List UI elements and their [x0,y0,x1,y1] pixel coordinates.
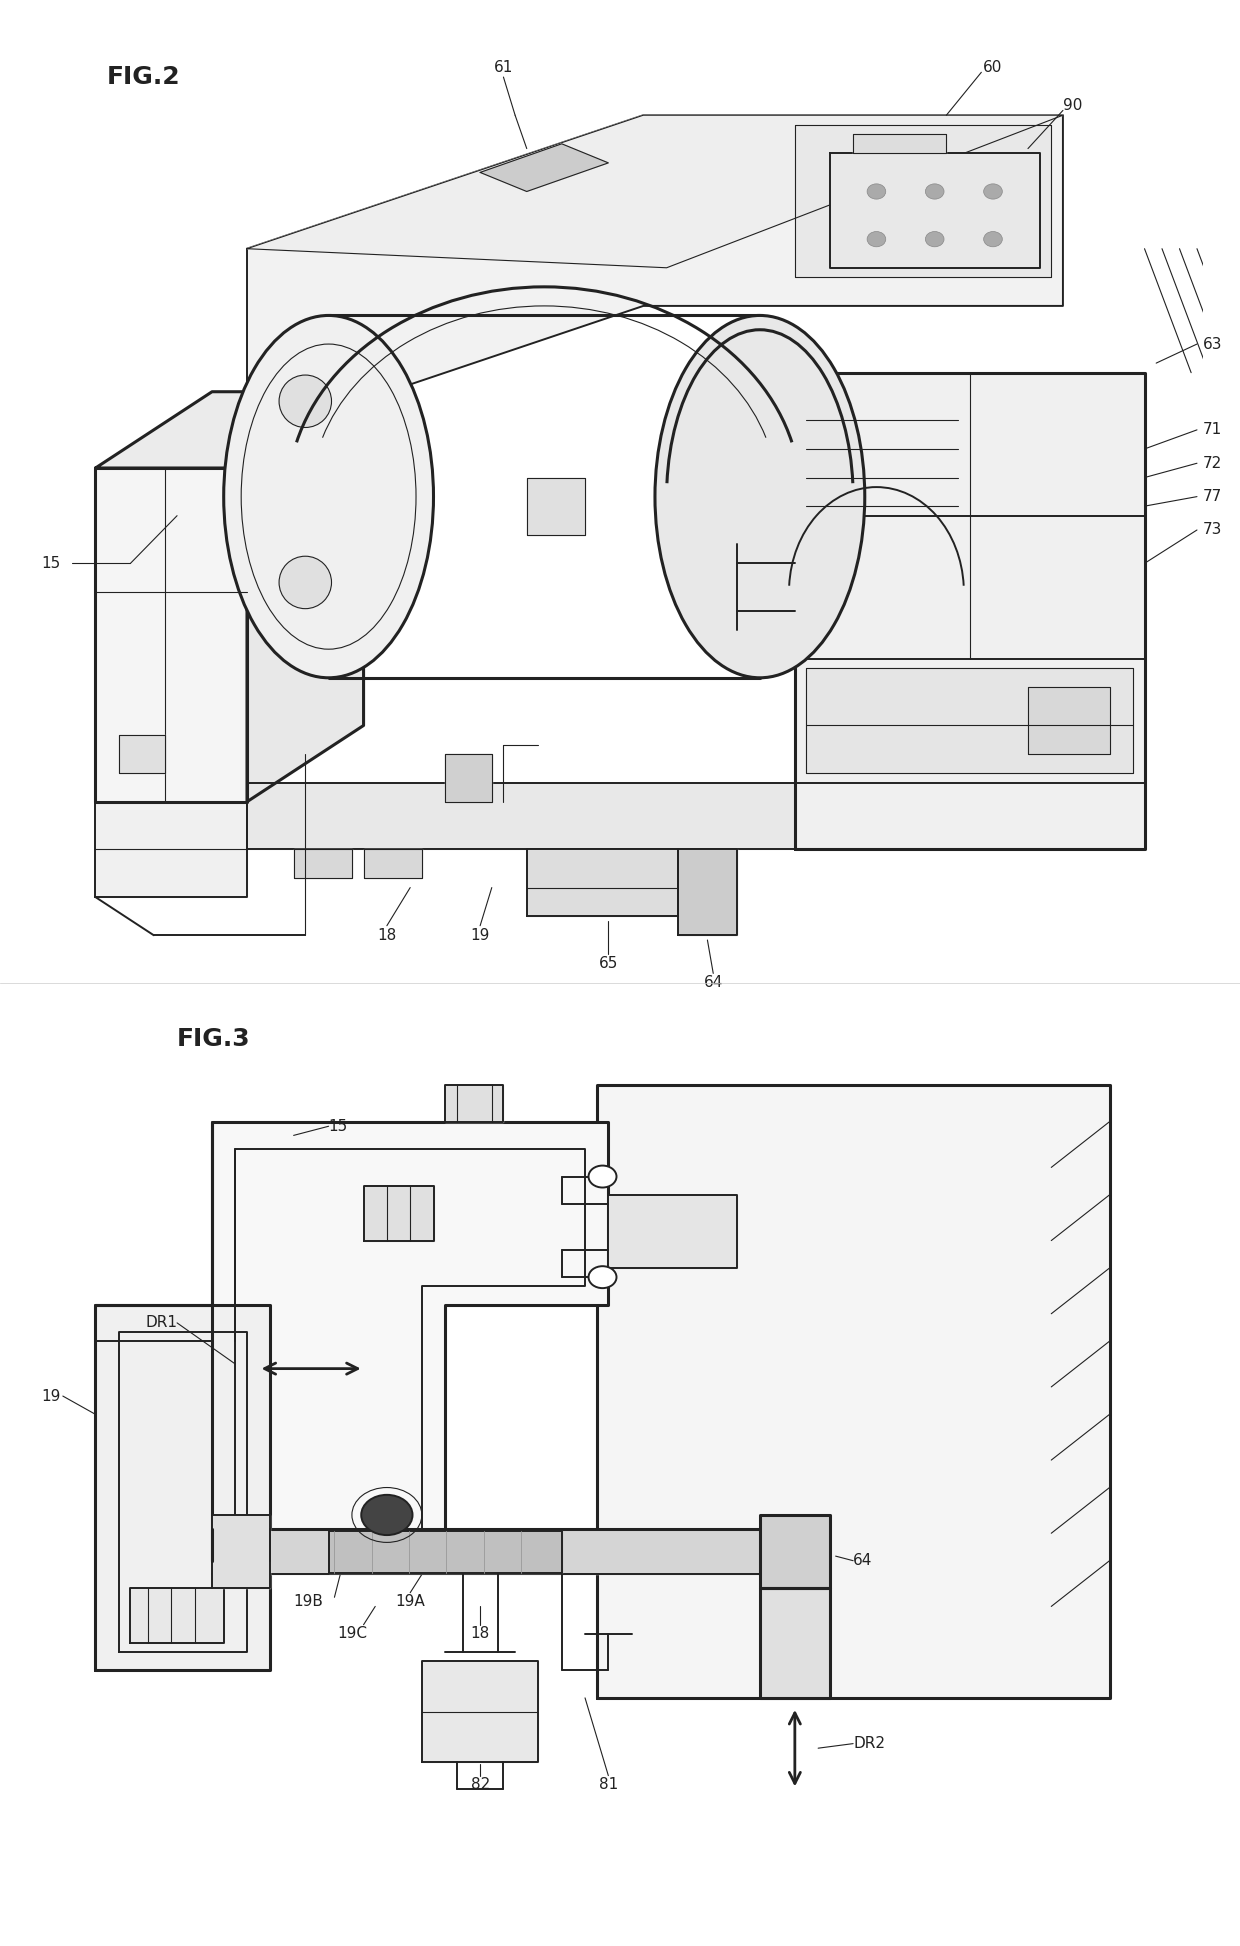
Polygon shape [596,1086,1110,1697]
Polygon shape [480,144,609,191]
Polygon shape [853,134,946,154]
Text: 63: 63 [1203,337,1223,352]
Text: 72: 72 [1203,455,1223,471]
Polygon shape [1028,687,1110,753]
Text: 73: 73 [1203,522,1223,537]
Circle shape [983,183,1002,198]
Text: 65: 65 [599,955,618,971]
Polygon shape [363,848,422,878]
Polygon shape [119,736,165,773]
Polygon shape [760,1588,830,1697]
Text: 64: 64 [703,975,723,991]
Ellipse shape [279,557,331,609]
Circle shape [867,183,885,198]
Ellipse shape [655,315,864,677]
Text: 61: 61 [494,60,513,76]
Ellipse shape [223,315,434,677]
Polygon shape [247,782,795,848]
Text: 19A: 19A [396,1594,425,1609]
Polygon shape [130,1588,223,1642]
Polygon shape [95,467,247,802]
Polygon shape [247,115,1063,440]
Ellipse shape [279,376,331,428]
Text: 15: 15 [41,557,61,570]
Polygon shape [527,848,678,917]
Circle shape [589,1267,616,1288]
Text: 77: 77 [1203,488,1223,504]
Text: 71: 71 [1203,422,1223,438]
Text: FIG.3: FIG.3 [177,1027,250,1051]
Text: DR2: DR2 [853,1736,885,1751]
Text: 15: 15 [329,1119,348,1135]
Polygon shape [363,1185,434,1242]
Text: DR1: DR1 [145,1315,177,1331]
Text: 19B: 19B [293,1594,322,1609]
Text: 19: 19 [41,1389,61,1403]
Polygon shape [445,1086,503,1121]
Polygon shape [212,1530,760,1574]
Polygon shape [247,115,1063,269]
Polygon shape [445,753,492,802]
Text: 18: 18 [377,928,397,942]
Polygon shape [95,1304,270,1670]
Text: 64: 64 [853,1553,873,1568]
Polygon shape [795,374,1145,848]
Polygon shape [212,1514,270,1588]
Polygon shape [678,848,737,936]
Text: 90: 90 [1063,97,1083,113]
Text: 60: 60 [983,60,1003,76]
Text: 81: 81 [599,1777,618,1792]
Polygon shape [806,667,1133,773]
Circle shape [589,1166,616,1187]
Polygon shape [422,1662,538,1761]
Polygon shape [329,1530,562,1572]
Polygon shape [95,391,363,467]
Polygon shape [830,154,1039,269]
Polygon shape [247,391,363,802]
Circle shape [925,183,944,198]
Polygon shape [294,848,352,878]
Polygon shape [609,1195,737,1269]
Polygon shape [795,125,1052,276]
Circle shape [867,232,885,247]
Text: FIG.2: FIG.2 [107,64,181,90]
Circle shape [983,232,1002,247]
Polygon shape [760,1514,830,1588]
Polygon shape [212,1121,609,1561]
Polygon shape [95,802,247,897]
Circle shape [925,232,944,247]
Circle shape [361,1495,413,1535]
Text: 19C: 19C [337,1627,367,1640]
Text: 82: 82 [470,1777,490,1792]
Text: 18: 18 [470,1627,490,1640]
Polygon shape [527,477,585,535]
Text: 19: 19 [470,928,490,942]
